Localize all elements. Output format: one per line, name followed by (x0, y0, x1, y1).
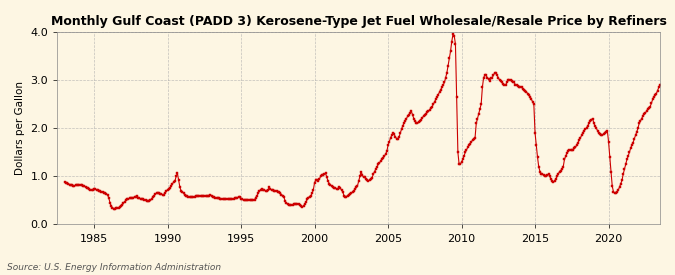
Text: Source: U.S. Energy Information Administration: Source: U.S. Energy Information Administ… (7, 263, 221, 272)
Y-axis label: Dollars per Gallon: Dollars per Gallon (15, 81, 25, 175)
Title: Monthly Gulf Coast (PADD 3) Kerosene-Type Jet Fuel Wholesale/Resale Price by Ref: Monthly Gulf Coast (PADD 3) Kerosene-Typ… (51, 15, 667, 28)
